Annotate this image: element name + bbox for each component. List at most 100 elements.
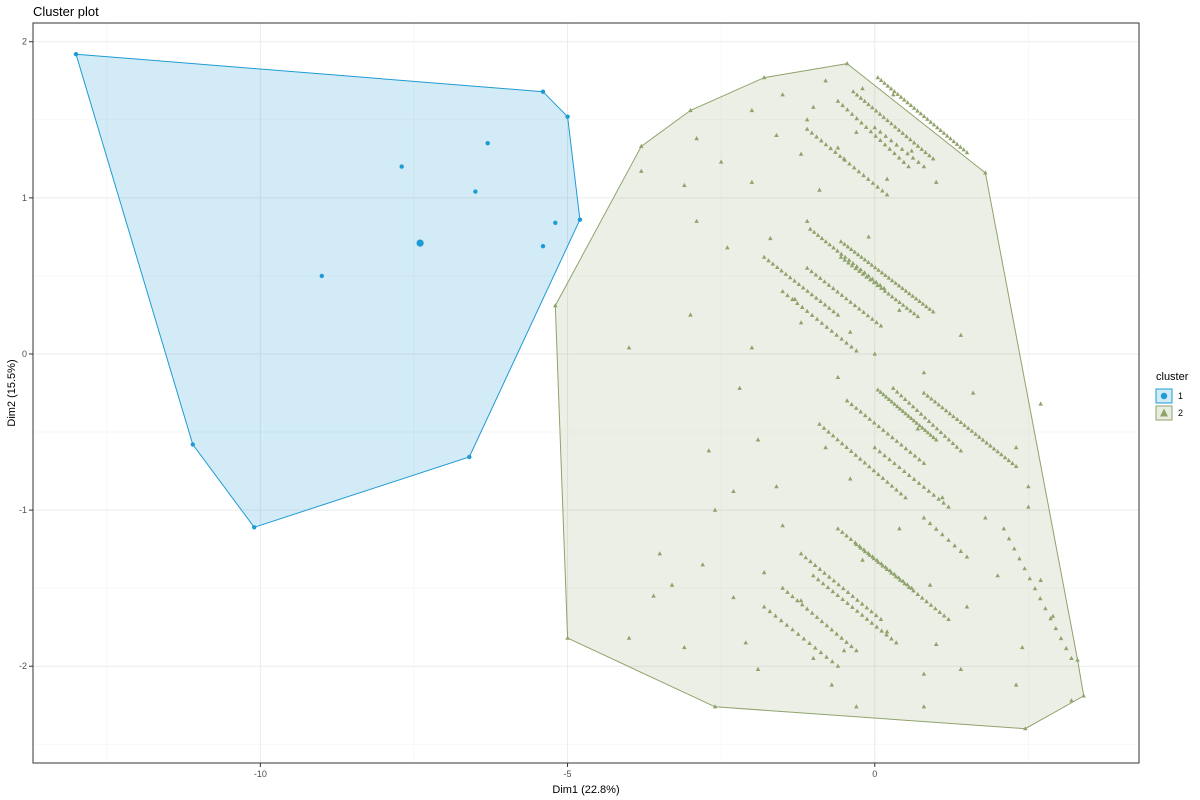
cluster-2-point: [808, 226, 813, 231]
cluster-hulls: [75, 53, 1085, 730]
cluster-1-point: [467, 454, 472, 460]
cluster-2-point: [898, 577, 903, 582]
cluster-2-point: [855, 608, 860, 613]
cluster-2-point: [999, 452, 1004, 457]
cluster-2-point: [876, 267, 881, 272]
cluster-2-point: [858, 409, 863, 414]
major-grid: [33, 23, 1139, 763]
cluster-2-point: [958, 419, 964, 424]
cluster-2-point: [930, 156, 936, 161]
cluster-2-point: [850, 593, 855, 598]
cluster-2-point: [895, 404, 900, 409]
cluster-2-point: [885, 431, 891, 436]
cluster-2-point: [889, 570, 894, 575]
cluster-2-point: [903, 446, 909, 451]
cluster-2-point: [932, 399, 938, 404]
cluster-2-point: [958, 666, 964, 671]
cluster-2-point: [918, 111, 923, 116]
cluster-2-point: [878, 389, 883, 394]
cluster-2-point: [861, 172, 866, 178]
legend-title: cluster: [1156, 371, 1189, 383]
cluster-2-point: [849, 263, 855, 268]
cluster-2-point: [824, 324, 830, 329]
cluster-1-centroid: [416, 239, 424, 247]
cluster-2-point: [840, 529, 845, 534]
cluster-2-point: [814, 614, 820, 619]
cluster-2-point: [859, 254, 864, 259]
cluster-2-point: [842, 241, 847, 246]
cluster-2-point: [908, 449, 913, 454]
cluster-2-point: [894, 640, 899, 645]
cluster-2-point: [804, 606, 810, 611]
cluster-2-point: [844, 444, 849, 449]
cluster-2-point: [818, 650, 824, 655]
cluster-2-point: [814, 295, 819, 300]
cluster-2-point: [920, 301, 926, 306]
cluster-2-point: [565, 635, 570, 640]
cluster-2-point: [784, 622, 790, 627]
cluster-2-point: [770, 261, 776, 266]
cluster-2-point: [931, 435, 936, 440]
cluster-2-point: [928, 602, 934, 607]
y-axis-ticks: 2 1 0 -1 -2: [19, 37, 33, 671]
cluster-2-point: [934, 437, 939, 442]
cluster-2-point: [785, 293, 790, 298]
cluster-2-point: [882, 142, 888, 147]
cluster-2-point: [935, 125, 940, 130]
cluster-1-point: [252, 525, 257, 530]
cluster-2-point: [919, 146, 924, 151]
cluster-2-point: [921, 515, 927, 520]
cluster-2-point: [626, 635, 632, 640]
cluster-2-point: [852, 303, 858, 308]
cluster-2-point: [768, 235, 773, 241]
cluster-2-point: [995, 449, 1000, 454]
cluster-2-point: [849, 246, 854, 251]
cluster-2-point: [902, 581, 907, 586]
cluster-2-point: [837, 153, 843, 158]
cluster-2-point: [841, 648, 847, 653]
cluster-2-point: [923, 149, 928, 155]
cluster-2-point: [825, 585, 831, 590]
cluster-2-point: [1058, 636, 1064, 641]
cluster-2-point: [884, 632, 889, 637]
cluster-2-point: [845, 589, 851, 594]
cluster-2-point: [911, 588, 916, 593]
cluster-2-point: [921, 671, 927, 676]
cluster-2-point: [805, 288, 810, 293]
cluster-2-point: [878, 137, 883, 142]
cluster-2-point: [898, 94, 904, 99]
cluster-2-point: [798, 320, 804, 325]
cluster-1-point: [473, 189, 478, 194]
cluster-2-point: [879, 628, 884, 633]
y-tick-label: 2: [22, 37, 27, 47]
cluster-2-point: [914, 407, 920, 412]
cluster-2-point: [892, 401, 897, 406]
cluster-2-point: [941, 130, 947, 135]
cluster-2-point: [1032, 586, 1038, 591]
cluster-2-point: [854, 129, 859, 134]
cluster-2-point: [878, 616, 884, 621]
cluster-2-point: [907, 291, 912, 296]
cluster-2-point: [908, 102, 914, 107]
cluster-2-point: [863, 124, 869, 129]
cluster-2-point: [875, 387, 881, 392]
cluster-2-point: [875, 184, 880, 189]
cluster-2-point: [1038, 401, 1043, 406]
cluster-2-point: [884, 566, 890, 571]
cluster-2-point: [1012, 546, 1017, 551]
cluster-2-point: [809, 292, 815, 297]
cluster-2-point: [910, 293, 915, 298]
cluster-2-point: [870, 276, 875, 281]
cluster-2-point: [824, 623, 830, 628]
cluster-2-point: [798, 598, 804, 603]
cluster-2-point: [1075, 657, 1080, 662]
cluster-2-point: [767, 608, 773, 614]
cluster-2-point: [854, 264, 860, 269]
cluster-2-point: [862, 257, 868, 262]
cluster-2-point: [938, 127, 943, 132]
cluster-2-point: [848, 448, 854, 453]
cluster-2-point: [737, 385, 742, 390]
cluster-2-point: [849, 344, 854, 349]
cluster-2-point: [878, 77, 884, 82]
cluster-2-point: [938, 429, 944, 434]
